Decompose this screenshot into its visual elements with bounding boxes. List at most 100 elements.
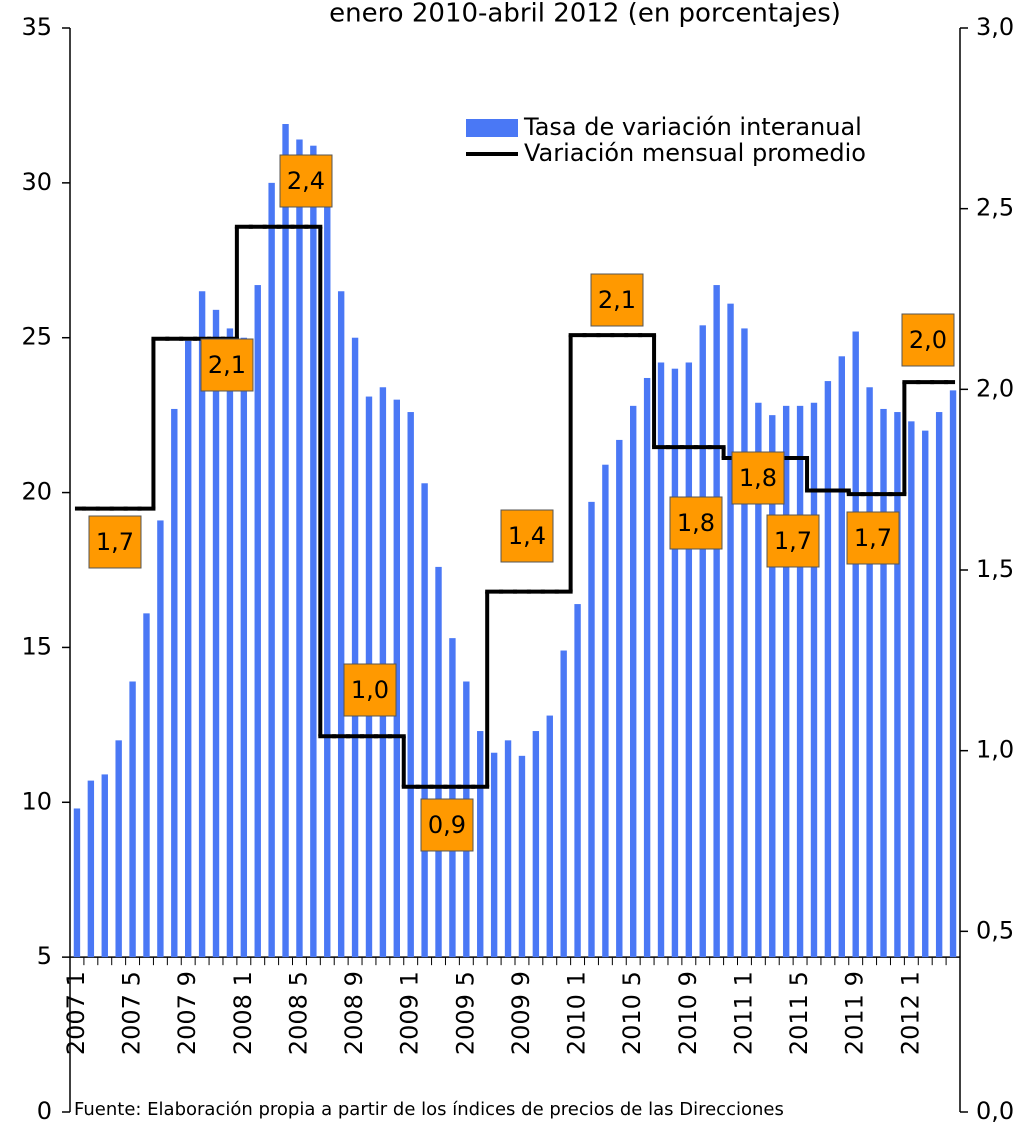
x-tick-label: 2011 5: [785, 971, 813, 1055]
bar: [310, 145, 317, 958]
bar: [741, 328, 748, 958]
bar: [574, 604, 581, 958]
bar: [824, 381, 832, 958]
bar: [296, 139, 303, 958]
x-tick-label: 2010 5: [618, 971, 646, 1055]
bar: [755, 402, 762, 958]
x-tick-label: 2009 9: [507, 971, 535, 1055]
bar: [504, 740, 512, 958]
y-tick-label: 25: [21, 323, 52, 351]
bar: [796, 405, 804, 958]
annotation: 1,7: [96, 528, 134, 556]
bar: [880, 408, 887, 958]
bar: [115, 740, 122, 958]
bar: [685, 362, 693, 958]
legend-swatch: [466, 119, 518, 137]
bar: [87, 780, 95, 958]
bar: [143, 613, 150, 958]
bar: [477, 731, 484, 958]
chart-title: enero 2010-abril 2012 (en porcentajes): [329, 0, 841, 29]
bar: [546, 715, 553, 958]
bar: [699, 325, 706, 958]
annotation-box: [500, 509, 554, 563]
bar: [129, 681, 136, 958]
bar: [532, 731, 540, 958]
x-tick-label: 2011 9: [841, 971, 869, 1055]
legend-label: Tasa de variación interanual: [523, 113, 862, 141]
x-tick-label: 2012 1: [896, 971, 924, 1055]
bar: [490, 752, 498, 958]
annotation: 2,4: [287, 167, 325, 195]
x-tick-label: 2008 5: [284, 971, 312, 1055]
bar: [407, 412, 414, 958]
bar: [226, 328, 234, 958]
y-tick-label: 0: [37, 1097, 52, 1123]
bar: [212, 309, 220, 958]
bar: [449, 638, 456, 958]
x-tick-label: 2010 9: [674, 971, 702, 1055]
annotation-box: [200, 338, 254, 392]
bar: [73, 808, 81, 958]
bar: [922, 430, 929, 958]
annotation-box: [420, 798, 474, 852]
annotation-box: [766, 514, 820, 568]
bar: [657, 362, 665, 958]
annotation: 1,7: [774, 527, 812, 555]
bar: [324, 201, 331, 958]
y2-tick-label: 2,0: [976, 374, 1014, 402]
annotation: 2,1: [598, 286, 636, 314]
bar: [351, 337, 359, 958]
annotation-box: [731, 451, 785, 505]
bar: [588, 501, 595, 958]
y2-tick-label: 2,5: [976, 194, 1014, 222]
bar: [671, 368, 679, 958]
y-tick-label: 15: [21, 632, 52, 660]
y-tick-label: 5: [37, 942, 52, 970]
bar: [240, 337, 248, 958]
bar: [171, 408, 178, 958]
x-tick-label: 2010 1: [563, 971, 591, 1055]
bar: [421, 483, 428, 958]
annotation-box: [88, 515, 142, 569]
y2-tick-label: 1,0: [976, 736, 1014, 764]
bar: [894, 412, 901, 958]
bar: [630, 405, 637, 958]
annotation: 1,7: [854, 524, 892, 552]
bar: [198, 291, 206, 958]
annotation: 0,9: [428, 811, 466, 839]
annotation: 2,0: [909, 326, 947, 354]
x-tick-label: 2008 1: [229, 971, 257, 1055]
x-tick-label: 2007 9: [173, 971, 201, 1055]
annotation: 1,0: [351, 676, 389, 704]
bar: [185, 340, 192, 958]
bar: [810, 402, 818, 958]
bar: [337, 291, 345, 958]
bar: [643, 377, 651, 958]
bar: [157, 520, 164, 958]
bar: [254, 285, 261, 958]
x-tick-label: 2011 1: [729, 971, 757, 1055]
bar: [769, 415, 776, 958]
annotation: 2,1: [208, 351, 246, 379]
annotation-box: [846, 511, 900, 565]
y2-tick-label: 1,5: [976, 555, 1014, 583]
bar: [866, 387, 873, 958]
annotation-box: [901, 313, 955, 367]
bar: [435, 566, 442, 958]
bar: [949, 390, 957, 958]
y-tick-label: 30: [21, 168, 52, 196]
x-tick-label: 2007 1: [62, 971, 90, 1055]
bar: [908, 421, 915, 958]
bar: [713, 285, 720, 958]
y2-tick-label: 3,0: [976, 13, 1014, 41]
bar: [101, 774, 108, 958]
y-tick-label: 10: [21, 787, 52, 815]
annotation: 1,8: [739, 464, 777, 492]
annotation-box: [669, 496, 723, 550]
bar: [838, 356, 845, 958]
annotation-box: [279, 154, 333, 208]
bar: [852, 331, 859, 958]
x-tick-label: 2007 5: [118, 971, 146, 1055]
bar: [518, 755, 526, 958]
